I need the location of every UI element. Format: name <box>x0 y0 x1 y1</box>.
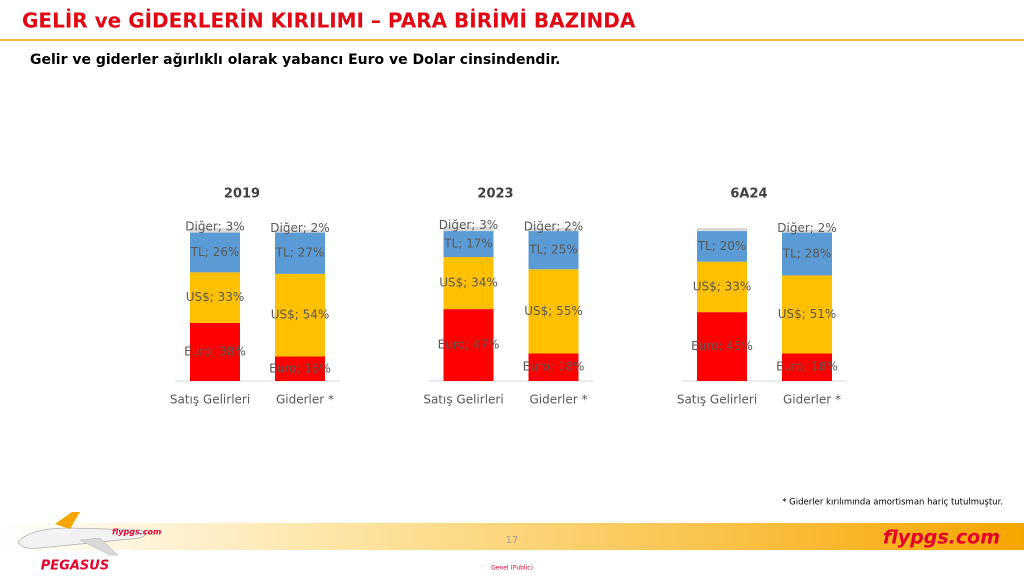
x-tick-label: Satış Gelirleri <box>423 393 503 407</box>
slide-title: GELİR ve GİDERLERİN KIRILIMI – PARA BİRİ… <box>22 9 636 33</box>
classification: Genel (Public) <box>491 565 533 572</box>
bar-segment <box>443 226 494 232</box>
data-label: Diğer; 3% <box>439 218 498 232</box>
data-label: Euro; 18% <box>523 360 585 374</box>
data-label: Euro; 45% <box>691 339 753 353</box>
brand: PEGASUS <box>41 559 109 574</box>
x-tick-label: Giderler * <box>783 393 841 407</box>
bar-segment <box>528 231 579 270</box>
bar-segment <box>697 261 747 313</box>
data-label: TL; 27% <box>275 246 325 260</box>
plane: flypgs.com <box>17 512 161 556</box>
data-label: TL; 28% <box>782 247 832 261</box>
data-label: Diğer; 2% <box>777 221 836 235</box>
data-label: US$; 34% <box>439 276 498 290</box>
bar-segment <box>782 275 832 354</box>
bar-segment <box>443 309 494 381</box>
bar-segment <box>697 312 747 381</box>
bar-segment <box>528 228 579 232</box>
data-label: Euro; 38% <box>184 344 246 358</box>
livery-text: flypgs.com <box>112 528 161 537</box>
bar-segment <box>782 232 832 276</box>
bar-segment <box>782 353 832 381</box>
bar-segment <box>190 272 240 323</box>
bar-segment <box>190 232 240 273</box>
chart-title: 2023 <box>477 187 513 202</box>
bar-segment <box>443 257 494 310</box>
chart-title: 6A24 <box>730 187 767 202</box>
bar-segment <box>190 228 240 233</box>
data-label: US$; 33% <box>186 290 245 304</box>
bar-segment <box>275 229 325 233</box>
data-label: US$; 55% <box>524 304 583 318</box>
data-label: Euro; 16% <box>269 361 331 375</box>
page-number: 17 <box>506 535 519 546</box>
website: flypgs.com <box>883 527 1000 549</box>
bar-segment <box>782 229 832 233</box>
x-tick-label: Satış Gelirleri <box>170 393 250 407</box>
data-label: US$; 51% <box>778 307 837 321</box>
bar-segment <box>275 232 325 274</box>
data-label: US$; 54% <box>271 308 330 322</box>
data-label: Diğer; 2% <box>270 221 329 235</box>
bar-segment <box>697 231 747 262</box>
x-tick-label: Satış Gelirleri <box>677 393 757 407</box>
chart-title: 2019 <box>224 187 260 202</box>
data-label: TL; 25% <box>528 243 578 257</box>
bar-segment <box>275 273 325 357</box>
bar-segment <box>697 228 747 232</box>
bar-segment <box>443 231 494 258</box>
bar-segment <box>275 356 325 381</box>
data-label: TL; 17% <box>443 237 493 251</box>
footer-band <box>0 523 1024 550</box>
subtitle: Gelir ve giderler ağırlıklı olarak yaban… <box>30 52 560 68</box>
data-label: US$; 33% <box>693 279 752 293</box>
x-tick-label: Giderler * <box>529 393 587 407</box>
bar-segment <box>190 322 240 381</box>
footnote: * Giderler kırılımında amortisman hariç … <box>782 498 1003 508</box>
data-label: Diğer; 3% <box>185 220 244 234</box>
data-label: Euro; 47% <box>438 338 500 352</box>
data-label: TL; 26% <box>190 245 240 259</box>
data-label: Euro; 18% <box>776 360 838 374</box>
bar-segment <box>528 353 579 381</box>
data-label: Diğer; 2% <box>524 220 583 234</box>
bar-segment <box>528 269 579 354</box>
x-tick-label: Giderler * <box>276 393 334 407</box>
data-label: TL; 20% <box>697 239 747 253</box>
